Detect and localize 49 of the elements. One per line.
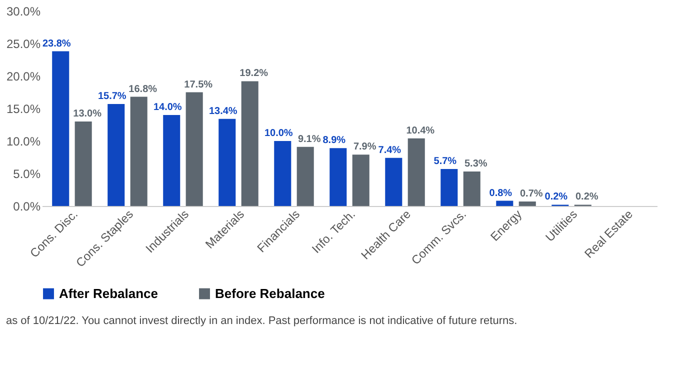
- data-label: 5.7%: [434, 156, 457, 167]
- bar: [108, 104, 125, 206]
- data-label: 13.0%: [73, 108, 102, 120]
- bar: [330, 148, 347, 206]
- bar: [440, 168, 458, 206]
- bar: [518, 201, 536, 206]
- bar: [163, 115, 180, 206]
- data-label: 16.8%: [128, 84, 158, 95]
- data-label: 9.1%: [298, 134, 321, 145]
- x-tick-label: Info. Tech.: [309, 207, 358, 256]
- data-label: 8.9%: [322, 135, 346, 146]
- bar: [274, 141, 292, 206]
- legend-label: After Rebalance: [59, 286, 158, 301]
- bar: [385, 158, 402, 206]
- data-label: 13.4%: [208, 106, 238, 117]
- y-tick-label: 30.0%: [6, 4, 41, 18]
- y-tick-label: 20.0%: [6, 70, 41, 84]
- bar: [496, 200, 514, 206]
- y-tick-label: 5.0%: [13, 167, 41, 181]
- bar: [52, 51, 70, 206]
- data-label: 0.7%: [520, 188, 543, 200]
- bar: [408, 138, 425, 206]
- bar: [74, 122, 92, 206]
- bar: [352, 154, 370, 206]
- bar: [218, 118, 236, 206]
- bar: [186, 92, 203, 206]
- data-label: 10.0%: [264, 128, 293, 139]
- bar: [241, 81, 258, 206]
- text: as of 10/21/22. You cannot invest directly in an index. Past performance is not indicative of future returns.: [6, 315, 518, 327]
- data-label: 14.0%: [153, 102, 182, 113]
- data-label: 10.4%: [406, 125, 435, 136]
- y-tick-label: 10.0%: [6, 134, 41, 148]
- data-label: 0.8%: [489, 188, 512, 199]
- data-label: 17.5%: [184, 79, 213, 90]
- data-label: 15.7%: [98, 90, 126, 102]
- legend-label: Before Rebalance: [215, 286, 325, 301]
- data-label: 5.3%: [464, 158, 488, 170]
- bar: [463, 172, 480, 206]
- y-tick-label: 25.0%: [6, 37, 41, 51]
- data-label: 7.4%: [378, 144, 402, 156]
- data-label: 19.2%: [240, 68, 268, 80]
- bar: [130, 96, 148, 206]
- bar: [296, 146, 314, 206]
- data-label: 0.2%: [544, 192, 568, 203]
- data-label: 7.9%: [353, 142, 376, 153]
- y-tick-label: 0.0%: [13, 200, 41, 214]
- y-tick-label: 15.0%: [6, 102, 41, 116]
- data-label: 23.8%: [42, 38, 71, 50]
- data-label: 0.2%: [575, 192, 598, 203]
